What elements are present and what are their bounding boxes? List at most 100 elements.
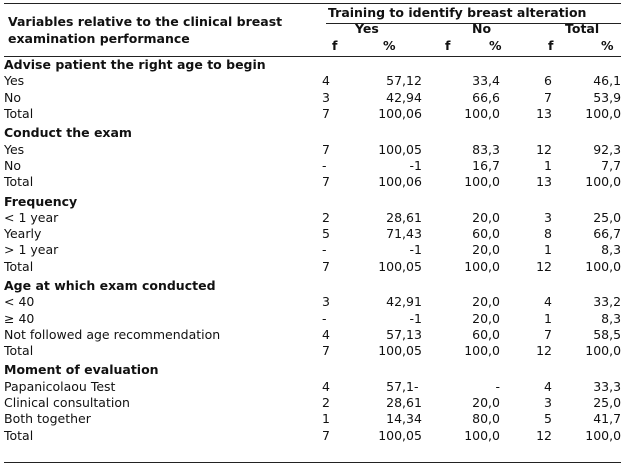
subheader-pct-total: % [601, 38, 614, 53]
cell-f1: - [322, 310, 327, 326]
cell-f3: 12 [536, 427, 552, 443]
row-label: < 1 year [4, 209, 59, 225]
cell-p2: 80,0 [472, 411, 500, 427]
cell-p3: 33,3 [593, 378, 622, 394]
cell-f3: 12 [536, 141, 552, 157]
cell-f2: 4 [414, 411, 422, 427]
cell-p2: 20,0 [472, 310, 500, 326]
cell-f2: 1 [414, 157, 422, 173]
cell-p1: 28,6 [386, 209, 414, 225]
subheader-pct-yes: % [383, 38, 396, 53]
section-header-row: Age at which exam conducted [4, 275, 621, 294]
table-top-rule [4, 3, 621, 4]
cell-p3: 25,0 [593, 209, 622, 225]
row-label: Total [4, 174, 34, 190]
cell-f2: 1 [414, 242, 422, 258]
table-row: Total 7 100,0 5 100,0 12 100,0 [4, 428, 621, 444]
row-label: Total [4, 343, 34, 359]
cell-p2: 16,7 [472, 157, 500, 173]
cell-p1: - [409, 157, 414, 173]
cell-p3: 8,3 [601, 242, 622, 258]
cell-p3: 100,0 [585, 258, 622, 274]
row-label: Yearly [4, 226, 42, 242]
cell-f2: 2 [414, 73, 422, 89]
group-title: Training to identify breast alteration [328, 5, 587, 20]
cell-p3: 100,0 [585, 174, 622, 190]
cell-p1: 100,0 [378, 106, 414, 122]
table-row: Papanicolaou Test 4 57,1- -4 33,3 [4, 379, 621, 395]
cell-f2: 5 [414, 258, 422, 274]
cell-f3: 6 [544, 73, 552, 89]
cell-p2: 66,6 [472, 89, 500, 105]
cell-f1: 7 [322, 343, 330, 359]
table-row: < 40 3 42,9 1 20,0 4 33,2 [4, 294, 621, 310]
cell-f1: 3 [322, 89, 330, 105]
row-label: Papanicolaou Test [4, 378, 116, 394]
section-header-row: Moment of evaluation [4, 359, 621, 378]
cell-p1: 28,6 [386, 395, 414, 411]
table-row: Clinical consultation 2 28,6 1 20,0 3 25,0 [4, 395, 621, 411]
cell-p3: 8,3 [601, 310, 622, 326]
cell-f1: 5 [322, 226, 330, 242]
cell-f1: 4 [322, 378, 330, 394]
cell-f3: 13 [536, 106, 552, 122]
row-label: Yes [4, 73, 25, 89]
table-row: > 1 year - -1 20,0 1 8,3 [4, 242, 621, 258]
cell-p3: 100,0 [585, 343, 622, 359]
cell-p1: 57,1 [386, 326, 414, 342]
table-row: Total 7 100,0 6 100,0 13 100,0 [4, 174, 621, 190]
cell-f2: 1 [414, 209, 422, 225]
table-bottom-rule [4, 462, 621, 463]
group-header-no: No [472, 21, 492, 36]
table-row: Yes 4 57,1 2 33,4 6 46,1 [4, 73, 621, 89]
cell-f1: 4 [322, 73, 330, 89]
section-header-row: Frequency [4, 190, 621, 209]
cell-p1: - [409, 310, 414, 326]
cell-f1: 7 [322, 258, 330, 274]
row-label: Not followed age recommendation [4, 326, 221, 342]
section-title: Conduct the exam [4, 125, 132, 141]
cell-p3: 41,7 [593, 411, 622, 427]
cell-p2: 20,0 [472, 294, 500, 310]
variables-header: Variables relative to the clinical breas… [8, 13, 282, 47]
cell-f3: 4 [544, 294, 552, 310]
row-label: No [4, 157, 21, 173]
cell-f2: 3 [414, 226, 422, 242]
cell-p2: 100,0 [464, 258, 500, 274]
cell-f3: 12 [536, 258, 552, 274]
cell-f2: 3 [414, 326, 422, 342]
cell-f1: 7 [322, 141, 330, 157]
cell-f1: 7 [322, 174, 330, 190]
row-label: < 40 [4, 294, 35, 310]
cell-f3: 4 [544, 378, 552, 394]
cell-p3: 53,9 [593, 89, 622, 105]
row-label: Total [4, 258, 34, 274]
cell-f2: 5 [414, 141, 422, 157]
cell-f2: 5 [414, 427, 422, 443]
section-title: Advise patient the right age to begin [4, 57, 266, 73]
row-label: Yes [4, 141, 25, 157]
cell-p2: 60,0 [472, 326, 500, 342]
row-label: Both together [4, 411, 91, 427]
subheader-f-total: f [548, 38, 554, 53]
cell-p2: 20,0 [472, 395, 500, 411]
cell-f1: 3 [322, 294, 330, 310]
cell-f1: 4 [322, 326, 330, 342]
cell-f1: 2 [322, 209, 330, 225]
cell-p3: 66,7 [593, 226, 622, 242]
cell-f2: 1 [414, 294, 422, 310]
table-body: Advise patient the right age to begin Yes… [4, 54, 621, 444]
cell-f1: - [322, 242, 327, 258]
cell-p3: 46,1 [593, 73, 622, 89]
row-label: Clinical consultation [4, 395, 130, 411]
cell-p2: 83,3 [472, 141, 500, 157]
table-row: Total 7 100,0 6 100,0 13 100,0 [4, 106, 621, 122]
cell-p1: 100,0 [378, 258, 414, 274]
cell-f1: - [322, 157, 327, 173]
variables-header-line1: Variables relative to the clinical breas… [8, 14, 283, 29]
cell-f2: 5 [414, 343, 422, 359]
table-row: No - -1 16,7 1 7,7 [4, 158, 621, 174]
table-row: No 3 42,9 4 66,6 7 53,9 [4, 90, 621, 106]
group-header-yes: Yes [355, 21, 379, 36]
table-row: Total 7 100,0 5 100,0 12 100,0 [4, 343, 621, 359]
